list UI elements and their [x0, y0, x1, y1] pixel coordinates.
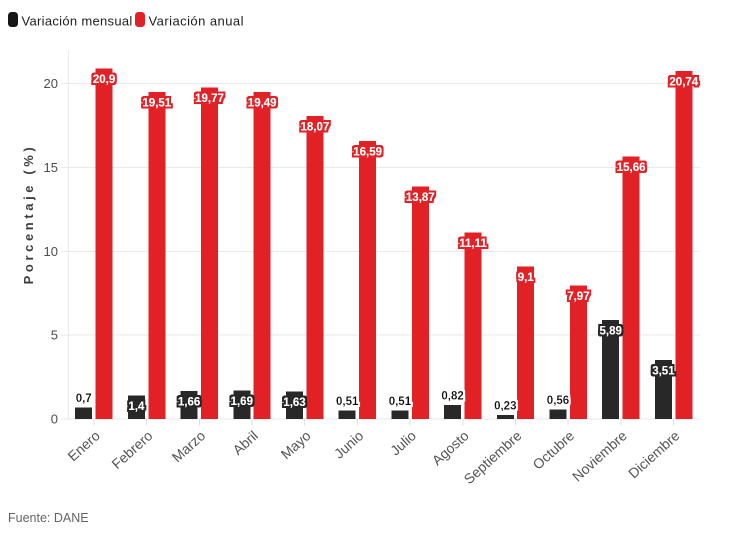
svg-text:Variación anual: Variación anual: [149, 13, 244, 28]
svg-text:20: 20: [44, 76, 58, 91]
svg-text:5,89: 5,89: [600, 326, 622, 338]
svg-text:0,7: 0,7: [76, 393, 92, 405]
svg-text:15: 15: [44, 160, 58, 175]
svg-text:11,11: 11,11: [459, 238, 487, 250]
svg-text:13,87: 13,87: [406, 192, 435, 204]
svg-text:19,49: 19,49: [248, 98, 277, 110]
svg-text:20,9: 20,9: [93, 74, 115, 86]
svg-text:0,82: 0,82: [441, 391, 463, 403]
svg-text:0,51: 0,51: [389, 396, 412, 408]
svg-text:Porcentaje (%): Porcentaje (%): [21, 144, 36, 285]
svg-text:Variación mensual: Variación mensual: [22, 13, 133, 28]
svg-text:1,69: 1,69: [231, 396, 253, 408]
svg-text:1,63: 1,63: [283, 397, 305, 409]
svg-text:19,77: 19,77: [195, 93, 224, 105]
svg-text:15,66: 15,66: [617, 162, 646, 174]
svg-text:7,97: 7,97: [567, 291, 589, 303]
svg-text:16,59: 16,59: [353, 146, 382, 158]
svg-text:9,1: 9,1: [518, 272, 535, 284]
svg-text:1,66: 1,66: [178, 397, 200, 409]
svg-text:5: 5: [51, 328, 58, 343]
svg-text:0,51: 0,51: [336, 396, 359, 408]
svg-text:10: 10: [44, 244, 58, 259]
svg-text:20,74: 20,74: [669, 77, 698, 89]
svg-text:0,23: 0,23: [494, 401, 516, 413]
svg-text:0: 0: [51, 412, 58, 427]
svg-text:19,51: 19,51: [142, 97, 171, 109]
svg-text:Fuente: DANE: Fuente: DANE: [8, 511, 89, 525]
svg-text:1,4: 1,4: [128, 401, 145, 413]
svg-text:18,07: 18,07: [301, 122, 330, 134]
svg-text:0,56: 0,56: [547, 395, 569, 407]
svg-text:3,51: 3,51: [652, 366, 675, 378]
